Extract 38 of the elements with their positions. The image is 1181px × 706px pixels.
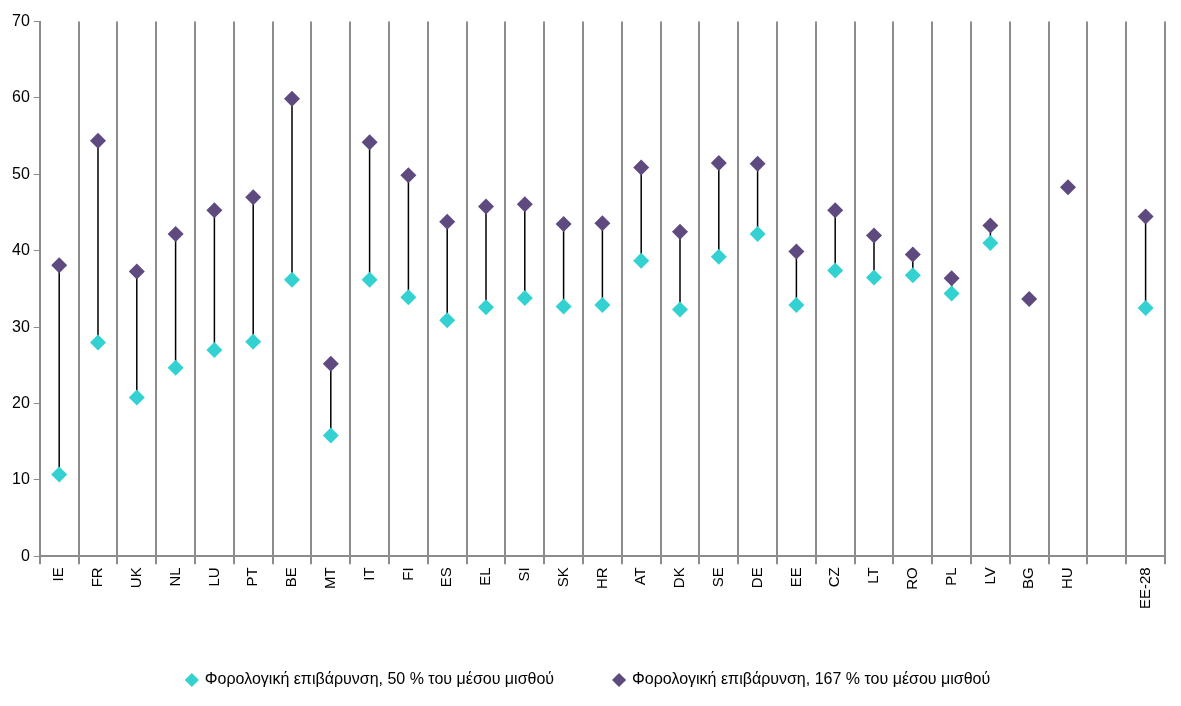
x-tick-label: SI bbox=[514, 567, 532, 582]
y-tick-label: 70 bbox=[12, 12, 30, 30]
x-tick-label: FI bbox=[398, 567, 416, 581]
legend-label: Φορολογική επιβάρυνση, 167 % του μέσου μισθού bbox=[632, 670, 991, 688]
x-tick-label: DE bbox=[747, 567, 765, 589]
x-tick-label: NL bbox=[165, 567, 183, 587]
x-tick-label: ES bbox=[437, 567, 455, 588]
x-tick-label: PL bbox=[941, 567, 959, 586]
x-tick-label: SK bbox=[553, 567, 571, 588]
x-tick-label: PT bbox=[243, 567, 261, 587]
x-tick-label: LT bbox=[864, 567, 882, 584]
y-tick-label: 40 bbox=[12, 241, 30, 259]
x-tick-label: CZ bbox=[825, 567, 843, 588]
y-tick-label: 0 bbox=[20, 546, 30, 564]
x-tick-label: RO bbox=[902, 567, 920, 590]
x-tick-label: HR bbox=[592, 567, 610, 589]
y-tick-label: 30 bbox=[12, 317, 30, 335]
x-tick-label: AT bbox=[631, 567, 649, 586]
x-tick-label: HU bbox=[1058, 567, 1076, 589]
x-tick-label: MT bbox=[320, 567, 338, 589]
x-tick-label: EE bbox=[786, 567, 804, 588]
legend-label: Φορολογική επιβάρυνση, 50 % του μέσου μισθού bbox=[204, 670, 555, 688]
x-tick-label: FR bbox=[88, 567, 106, 588]
x-tick-label: EL bbox=[476, 567, 494, 586]
y-tick-label: 60 bbox=[12, 88, 30, 106]
x-tick-label: IT bbox=[359, 567, 377, 581]
x-tick-label: BG bbox=[1019, 567, 1037, 589]
y-tick-label: 10 bbox=[12, 470, 30, 488]
x-tick-label: EE-28 bbox=[1135, 567, 1153, 610]
x-tick-label: LU bbox=[204, 567, 222, 587]
x-tick-label: LV bbox=[980, 567, 998, 585]
y-tick-label: 20 bbox=[12, 393, 30, 411]
x-tick-label: SE bbox=[708, 567, 726, 588]
x-tick-label: UK bbox=[126, 567, 144, 589]
x-tick-label: IE bbox=[49, 567, 67, 582]
x-tick-label: BE bbox=[282, 567, 300, 588]
x-tick-label: DK bbox=[670, 567, 688, 589]
y-tick-label: 50 bbox=[12, 164, 30, 182]
